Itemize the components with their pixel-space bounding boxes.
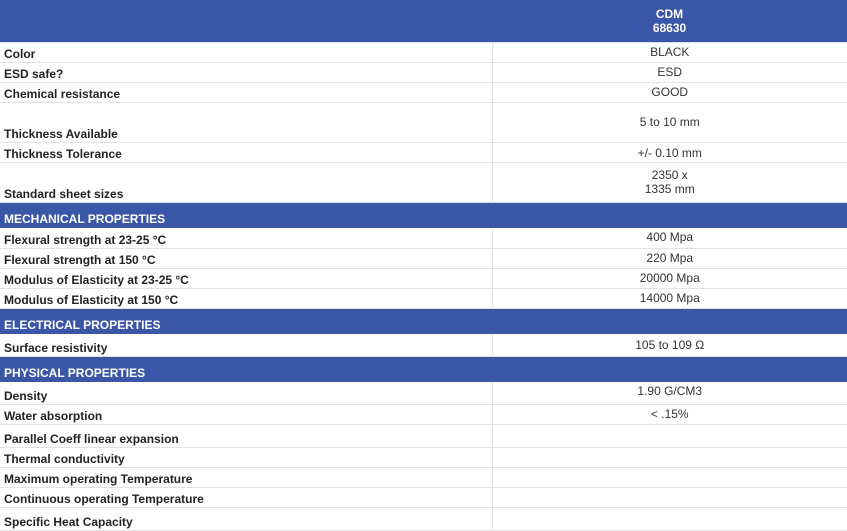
property-label: Modulus of Elasticity at 150 °C xyxy=(0,288,493,309)
property-label: Thickness Tolerance xyxy=(0,142,493,163)
table-row: ESD safe? ESD xyxy=(0,62,847,83)
property-label: Water absorption xyxy=(0,404,493,425)
property-value: 5 to 10 mm xyxy=(492,102,847,143)
table-row: Flexural strength at 150 °C 220 Mpa xyxy=(0,248,847,269)
product-code-header: CDM 68630 xyxy=(492,0,847,43)
property-label: Flexural strength at 150 °C xyxy=(0,248,493,269)
table-row: Color BLACK xyxy=(0,42,847,63)
property-value xyxy=(492,424,847,448)
property-value: 105 to 109 Ω xyxy=(492,334,847,357)
table-row: Thickness Available 5 to 10 mm xyxy=(0,102,847,143)
property-value: +/- 0.10 mm xyxy=(492,142,847,163)
property-value: 14000 Mpa xyxy=(492,288,847,309)
table-row: Maximum operating Temperature xyxy=(0,467,847,488)
table-row: Chemical resistance GOOD xyxy=(0,82,847,103)
property-label: Color xyxy=(0,42,493,63)
table-row: Modulus of Elasticity at 150 °C 14000 Mp… xyxy=(0,288,847,309)
property-value xyxy=(492,467,847,488)
property-label: ESD safe? xyxy=(0,62,493,83)
section-header-electrical: ELECTRICAL PROPERTIES xyxy=(0,308,847,334)
header-label-cell xyxy=(0,0,492,43)
property-label: Continuous operating Temperature xyxy=(0,487,493,508)
property-value: 2350 x 1335 mm xyxy=(492,162,847,203)
table-row: Thermal conductivity xyxy=(0,447,847,468)
property-value: 20000 Mpa xyxy=(492,268,847,289)
property-label: Specific Heat Capacity xyxy=(0,507,493,531)
table-row: Water absorption < .15% xyxy=(0,404,847,425)
table-row: Density 1.90 G/CM3 xyxy=(0,382,847,405)
product-name: CDM xyxy=(655,6,684,21)
table-row: Surface resistivity 105 to 109 Ω xyxy=(0,334,847,357)
property-label: Chemical resistance xyxy=(0,82,493,103)
sheet-size-line2: 1335 mm xyxy=(644,182,695,196)
property-value xyxy=(492,507,847,531)
property-value: 400 Mpa xyxy=(492,228,847,249)
table-row: Thickness Tolerance +/- 0.10 mm xyxy=(0,142,847,163)
property-value xyxy=(492,487,847,508)
table-row: Modulus of Elasticity at 23-25 °C 20000 … xyxy=(0,268,847,289)
section-header-mechanical: MECHANICAL PROPERTIES xyxy=(0,202,847,228)
section-title: MECHANICAL PROPERTIES xyxy=(0,202,847,228)
table-row: Specific Heat Capacity xyxy=(0,507,847,531)
sheet-size-line1: 2350 x xyxy=(651,168,688,182)
property-label: Density xyxy=(0,382,493,405)
header-row: CDM 68630 xyxy=(0,0,847,43)
product-number: 68630 xyxy=(652,20,687,35)
property-value: < .15% xyxy=(492,404,847,425)
property-value: GOOD xyxy=(492,82,847,103)
table-row: Parallel Coeff linear expansion xyxy=(0,424,847,448)
property-label: Standard sheet sizes xyxy=(0,162,493,203)
section-title: PHYSICAL PROPERTIES xyxy=(0,356,847,382)
section-title: ELECTRICAL PROPERTIES xyxy=(0,308,847,334)
property-value: BLACK xyxy=(492,42,847,63)
table-row: Standard sheet sizes 2350 x 1335 mm xyxy=(0,162,847,203)
property-value: ESD xyxy=(492,62,847,83)
property-value: 220 Mpa xyxy=(492,248,847,269)
property-label: Maximum operating Temperature xyxy=(0,467,493,488)
section-header-physical: PHYSICAL PROPERTIES xyxy=(0,356,847,382)
property-label: Flexural strength at 23-25 °C xyxy=(0,228,493,249)
property-value: 1.90 G/CM3 xyxy=(492,382,847,405)
property-label: Thickness Available xyxy=(0,102,493,143)
property-label: Surface resistivity xyxy=(0,334,493,357)
property-label: Modulus of Elasticity at 23-25 °C xyxy=(0,268,493,289)
property-value xyxy=(492,447,847,468)
table-row: Continuous operating Temperature xyxy=(0,487,847,508)
property-label: Thermal conductivity xyxy=(0,447,493,468)
table-row: Flexural strength at 23-25 °C 400 Mpa xyxy=(0,228,847,249)
property-label: Parallel Coeff linear expansion xyxy=(0,424,493,448)
